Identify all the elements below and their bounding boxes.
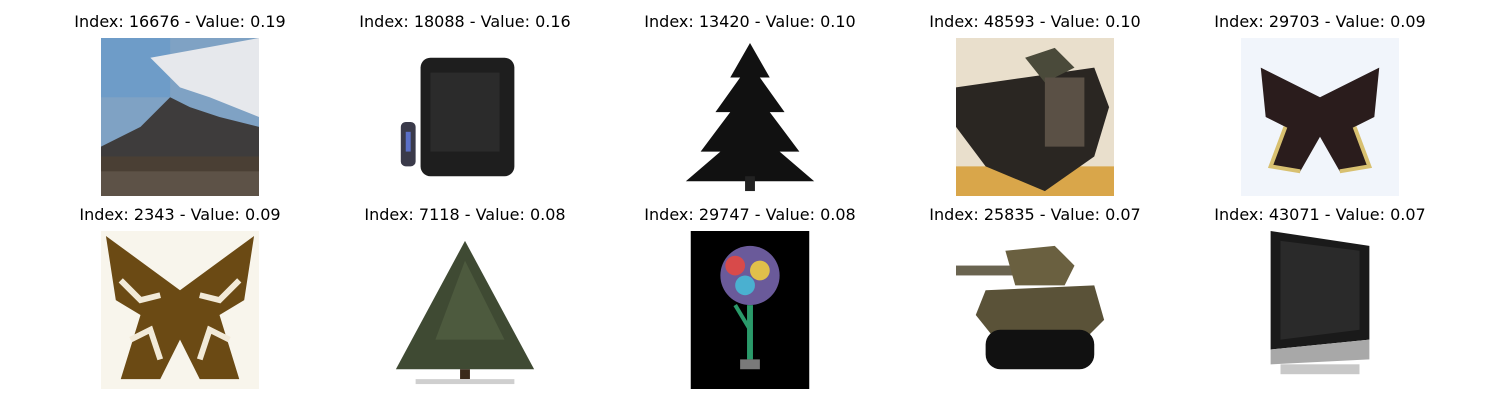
butterfly-photo [101, 231, 259, 389]
panel-title: Index: 13420 - Value: 0.10 [644, 12, 856, 31]
panel-title: Index: 16676 - Value: 0.19 [74, 12, 286, 31]
flower-vase-photo [671, 231, 829, 389]
panel-title: Index: 25835 - Value: 0.07 [929, 205, 1141, 224]
panel-title: Index: 7118 - Value: 0.08 [364, 205, 566, 224]
panel-title: Index: 29703 - Value: 0.09 [1214, 12, 1426, 31]
mountain-photo [101, 38, 259, 196]
butterfly-photo [1241, 38, 1399, 196]
tank-photo [956, 231, 1114, 389]
panel-title: Index: 48593 - Value: 0.10 [929, 12, 1141, 31]
pine-tree-silhouette-photo [671, 38, 829, 196]
panel-title: Index: 29747 - Value: 0.08 [644, 205, 856, 224]
panel-title: Index: 43071 - Value: 0.07 [1214, 205, 1426, 224]
evergreen-tree-photo [386, 231, 544, 389]
flat-screen-tv-photo [1241, 231, 1399, 389]
tank-photo [956, 38, 1114, 196]
panel-title: Index: 18088 - Value: 0.16 [359, 12, 571, 31]
crt-television-photo [386, 38, 544, 196]
panel-title: Index: 2343 - Value: 0.09 [79, 205, 281, 224]
